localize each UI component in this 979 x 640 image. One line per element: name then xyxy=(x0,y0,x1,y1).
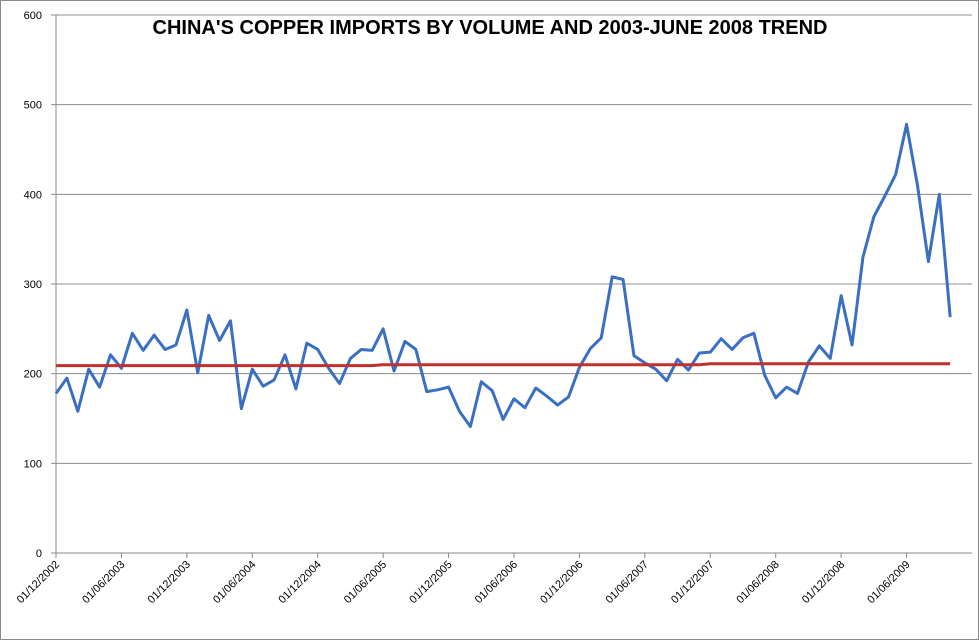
y-tick-label: 0 xyxy=(36,548,42,560)
y-tick-label: 100 xyxy=(24,458,42,470)
y-tick-label: 300 xyxy=(24,279,42,291)
chart-title: CHINA'S COPPER IMPORTS BY VOLUME AND 200… xyxy=(153,17,828,39)
y-tick-label: 500 xyxy=(24,100,42,112)
y-tick-label: 200 xyxy=(24,369,42,381)
y-tick-label: 400 xyxy=(24,189,42,201)
line-series xyxy=(56,362,951,368)
y-tick-label: 600 xyxy=(24,10,42,22)
line-series xyxy=(54,122,952,429)
